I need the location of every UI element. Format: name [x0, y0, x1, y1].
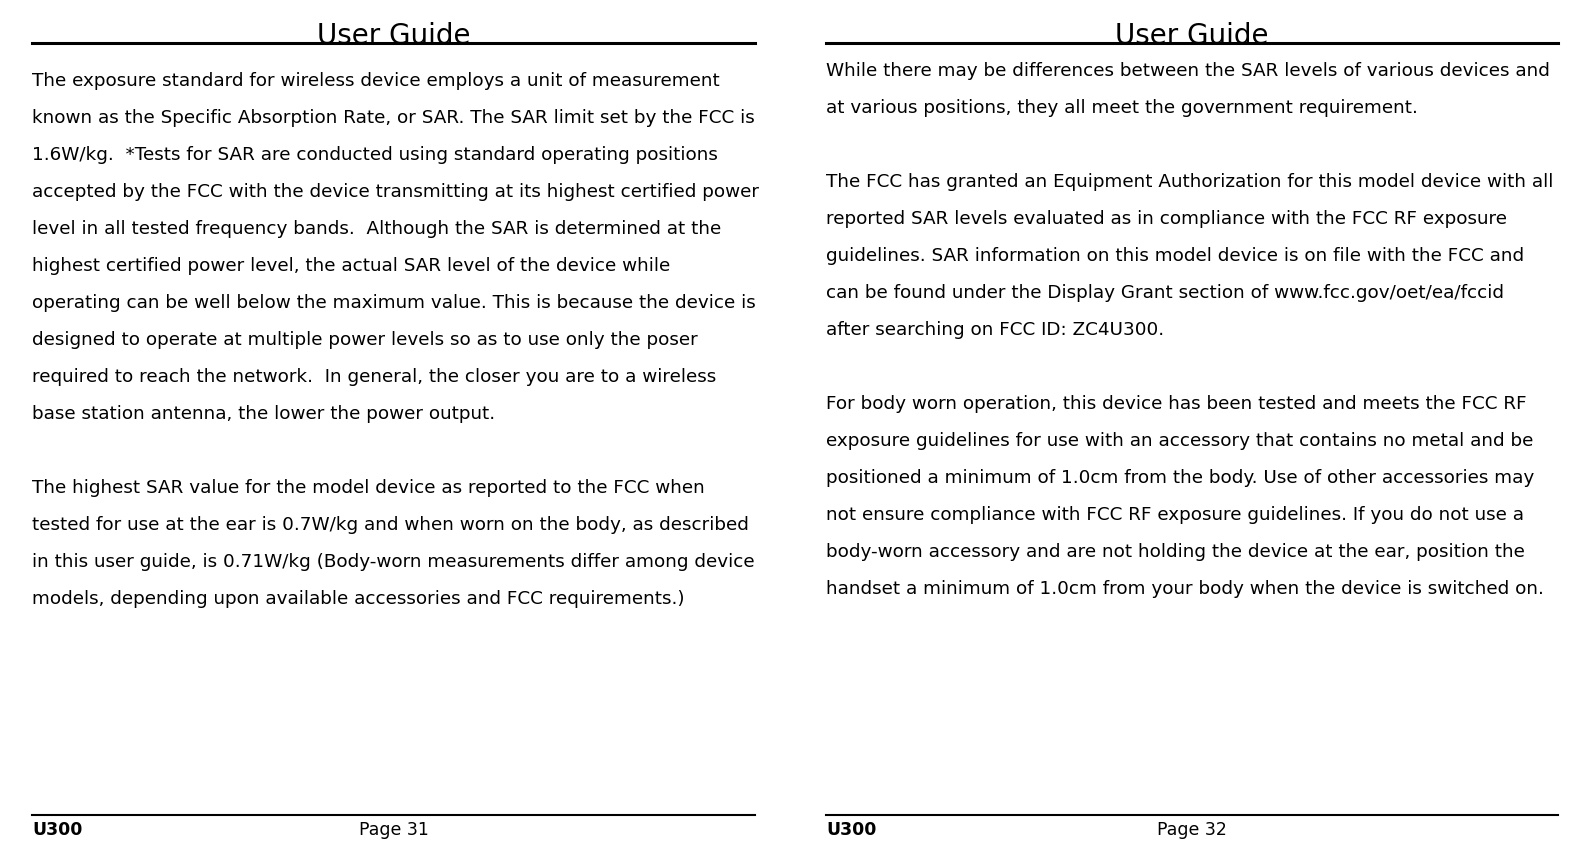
- Text: For body worn operation, this device has been tested and meets the FCC RF: For body worn operation, this device has…: [826, 394, 1527, 412]
- Text: base station antenna, the lower the power output.: base station antenna, the lower the powe…: [32, 405, 495, 423]
- Text: reported SAR levels evaluated as in compliance with the FCC RF exposure: reported SAR levels evaluated as in comp…: [826, 210, 1507, 228]
- Text: at various positions, they all meet the government requirement.: at various positions, they all meet the …: [826, 99, 1418, 117]
- Text: 1.6W/kg.  *Tests for SAR are conducted using standard operating positions: 1.6W/kg. *Tests for SAR are conducted us…: [32, 146, 718, 164]
- Text: U300: U300: [32, 820, 82, 838]
- Text: User Guide: User Guide: [1115, 22, 1269, 50]
- Text: U300: U300: [826, 820, 877, 838]
- Text: While there may be differences between the SAR levels of various devices and: While there may be differences between t…: [826, 62, 1550, 80]
- Text: handset a minimum of 1.0cm from your body when the device is switched on.: handset a minimum of 1.0cm from your bod…: [826, 579, 1543, 598]
- Text: after searching on FCC ID: ZC4U300.: after searching on FCC ID: ZC4U300.: [826, 320, 1164, 338]
- Text: known as the Specific Absorption Rate, or SAR. The SAR limit set by the FCC is: known as the Specific Absorption Rate, o…: [32, 108, 755, 127]
- Text: Page 31: Page 31: [358, 820, 428, 838]
- Text: The exposure standard for wireless device employs a unit of measurement: The exposure standard for wireless devic…: [32, 72, 720, 90]
- Text: tested for use at the ear is 0.7W/kg and when worn on the body, as described: tested for use at the ear is 0.7W/kg and…: [32, 516, 749, 533]
- Text: operating can be well below the maximum value. This is because the device is: operating can be well below the maximum …: [32, 294, 757, 312]
- Text: models, depending upon available accessories and FCC requirements.): models, depending upon available accesso…: [32, 589, 685, 607]
- Text: Page 32: Page 32: [1158, 820, 1228, 838]
- Text: accepted by the FCC with the device transmitting at its highest certified power: accepted by the FCC with the device tran…: [32, 183, 760, 201]
- Text: can be found under the Display Grant section of www.fcc.gov/oet/ea/fccid: can be found under the Display Grant sec…: [826, 283, 1504, 301]
- Text: guidelines. SAR information on this model device is on file with the FCC and: guidelines. SAR information on this mode…: [826, 247, 1524, 264]
- Text: positioned a minimum of 1.0cm from the body. Use of other accessories may: positioned a minimum of 1.0cm from the b…: [826, 468, 1534, 486]
- Text: body-worn accessory and are not holding the device at the ear, position the: body-worn accessory and are not holding …: [826, 542, 1524, 561]
- Text: not ensure compliance with FCC RF exposure guidelines. If you do not use a: not ensure compliance with FCC RF exposu…: [826, 505, 1524, 523]
- Text: in this user guide, is 0.71W/kg (Body-worn measurements differ among device: in this user guide, is 0.71W/kg (Body-wo…: [32, 553, 755, 570]
- Text: designed to operate at multiple power levels so as to use only the poser: designed to operate at multiple power le…: [32, 331, 698, 349]
- Text: required to reach the network.  In general, the closer you are to a wireless: required to reach the network. In genera…: [32, 368, 717, 386]
- Text: level in all tested frequency bands.  Although the SAR is determined at the: level in all tested frequency bands. Alt…: [32, 220, 722, 238]
- Text: exposure guidelines for use with an accessory that contains no metal and be: exposure guidelines for use with an acce…: [826, 431, 1534, 449]
- Text: User Guide: User Guide: [317, 22, 471, 50]
- Text: The highest SAR value for the model device as reported to the FCC when: The highest SAR value for the model devi…: [32, 479, 704, 497]
- Text: highest certified power level, the actual SAR level of the device while: highest certified power level, the actua…: [32, 257, 671, 275]
- Text: The FCC has granted an Equipment Authorization for this model device with all: The FCC has granted an Equipment Authori…: [826, 173, 1553, 191]
